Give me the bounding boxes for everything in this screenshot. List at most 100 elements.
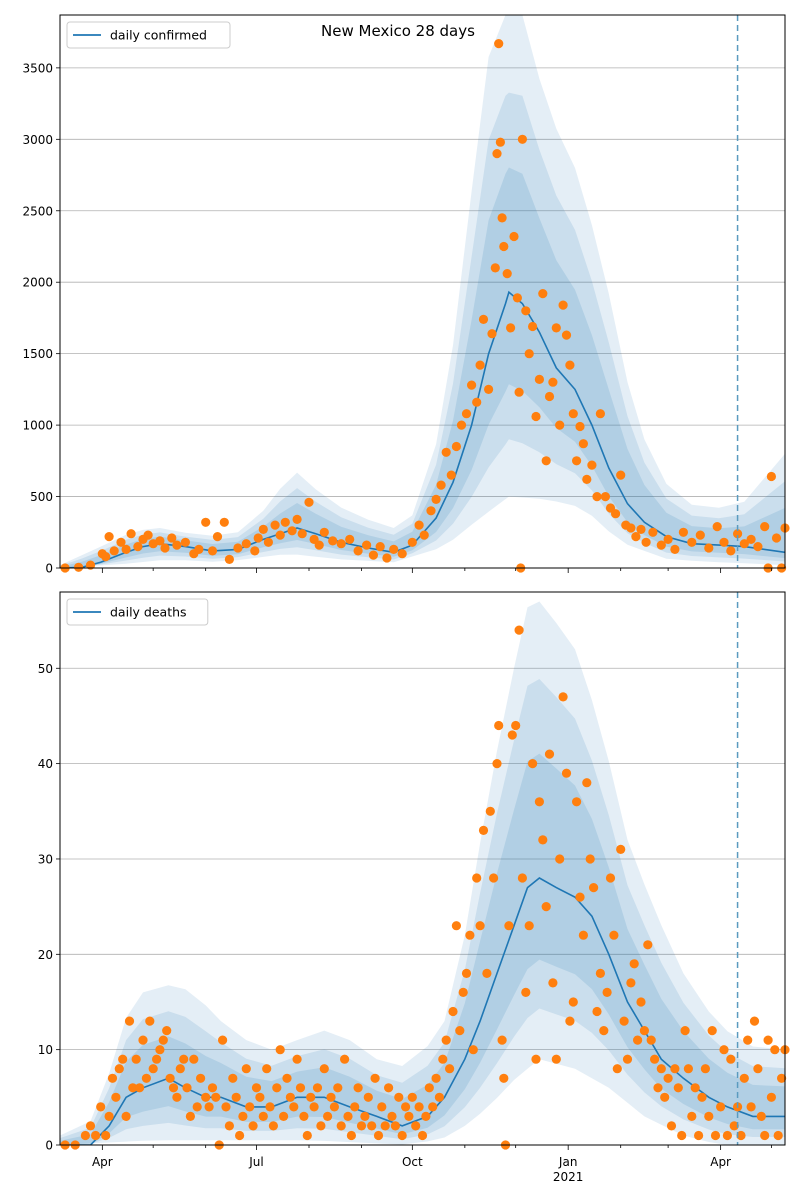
data-point — [602, 987, 612, 998]
data-point — [343, 1111, 353, 1121]
data-point — [253, 533, 263, 543]
data-point — [616, 844, 626, 855]
data-point — [756, 1111, 766, 1121]
data-point — [739, 1073, 749, 1083]
data-point — [135, 1083, 145, 1093]
data-point — [370, 1073, 380, 1083]
data-point — [499, 1073, 509, 1083]
data-point — [207, 1083, 218, 1093]
data-point — [218, 1035, 228, 1045]
data-point — [492, 149, 502, 159]
data-point — [434, 1092, 444, 1102]
data-point — [141, 1073, 151, 1083]
data-point — [599, 1026, 609, 1036]
data-point — [224, 1121, 234, 1131]
data-point — [534, 797, 545, 807]
data-point — [521, 306, 531, 316]
data-point — [143, 530, 153, 540]
data-point — [646, 1035, 656, 1045]
data-point — [595, 968, 606, 979]
data-point — [228, 1073, 238, 1083]
data-point — [431, 1073, 441, 1083]
data-point — [204, 1102, 214, 1112]
data-point — [548, 377, 558, 387]
data-point — [407, 1092, 417, 1102]
data-point — [417, 1130, 428, 1141]
data-point — [312, 1083, 323, 1093]
data-point — [497, 213, 507, 223]
data-point — [582, 474, 592, 484]
data-point — [316, 1121, 326, 1131]
data-point — [722, 1130, 733, 1141]
data-point — [326, 1092, 336, 1102]
data-point — [578, 930, 589, 940]
data-point — [517, 873, 528, 883]
data-point — [397, 1130, 407, 1141]
data-point — [362, 540, 372, 550]
data-point — [558, 692, 568, 702]
data-point — [241, 1064, 251, 1074]
data-point — [160, 543, 170, 553]
data-point — [468, 1045, 478, 1055]
data-point — [677, 1130, 687, 1141]
data-point — [490, 263, 500, 273]
data-point — [726, 1054, 736, 1064]
data-point — [96, 1102, 106, 1112]
data-point — [458, 987, 468, 998]
data-point — [255, 1092, 265, 1102]
data-point — [719, 537, 729, 547]
data-point — [589, 883, 599, 893]
data-point — [319, 527, 329, 537]
data-point — [489, 873, 499, 883]
data-point — [441, 1035, 451, 1045]
legend-label: daily deaths — [110, 605, 187, 620]
data-point — [380, 1121, 390, 1131]
data-point — [175, 1064, 185, 1074]
data-point — [465, 930, 475, 940]
data-point — [424, 1083, 434, 1093]
data-point — [609, 930, 619, 940]
data-point — [297, 529, 307, 539]
data-point — [438, 1054, 448, 1064]
data-point — [451, 921, 461, 931]
data-point — [124, 1016, 135, 1026]
data-point — [690, 1083, 700, 1093]
data-point — [104, 532, 114, 542]
data-point — [397, 549, 407, 559]
data-point — [461, 409, 472, 419]
data-point — [356, 1121, 367, 1131]
x-tick-label: Jul — [248, 1155, 263, 1169]
data-point — [670, 544, 680, 555]
data-point — [152, 1054, 162, 1064]
y-tick-label: 2500 — [22, 204, 53, 218]
data-point — [663, 534, 673, 545]
data-point — [360, 1111, 370, 1121]
data-point — [167, 533, 177, 543]
data-point — [101, 1130, 111, 1141]
y-tick-label: 20 — [38, 948, 53, 962]
data-point — [622, 1054, 633, 1064]
data-point — [653, 1083, 663, 1093]
legend: daily deaths — [66, 598, 209, 626]
data-point — [445, 1064, 455, 1074]
data-point — [707, 1026, 717, 1036]
data-point — [231, 1092, 241, 1102]
data-point — [660, 1092, 670, 1102]
data-point — [551, 1054, 561, 1064]
data-point — [678, 527, 689, 537]
data-point — [74, 562, 84, 572]
data-point — [451, 441, 461, 452]
data-point — [568, 997, 578, 1007]
legend-box — [66, 21, 231, 49]
data-point — [507, 730, 517, 740]
data-point — [770, 1045, 780, 1055]
data-point — [346, 1130, 356, 1141]
data-point — [441, 447, 451, 457]
data-point — [455, 1026, 465, 1036]
data-point — [478, 825, 489, 836]
data-point — [133, 542, 143, 552]
y-tick-label: 1500 — [22, 347, 53, 361]
y-tick-label: 3500 — [22, 61, 53, 75]
data-point — [509, 231, 519, 242]
data-point — [697, 1092, 707, 1102]
